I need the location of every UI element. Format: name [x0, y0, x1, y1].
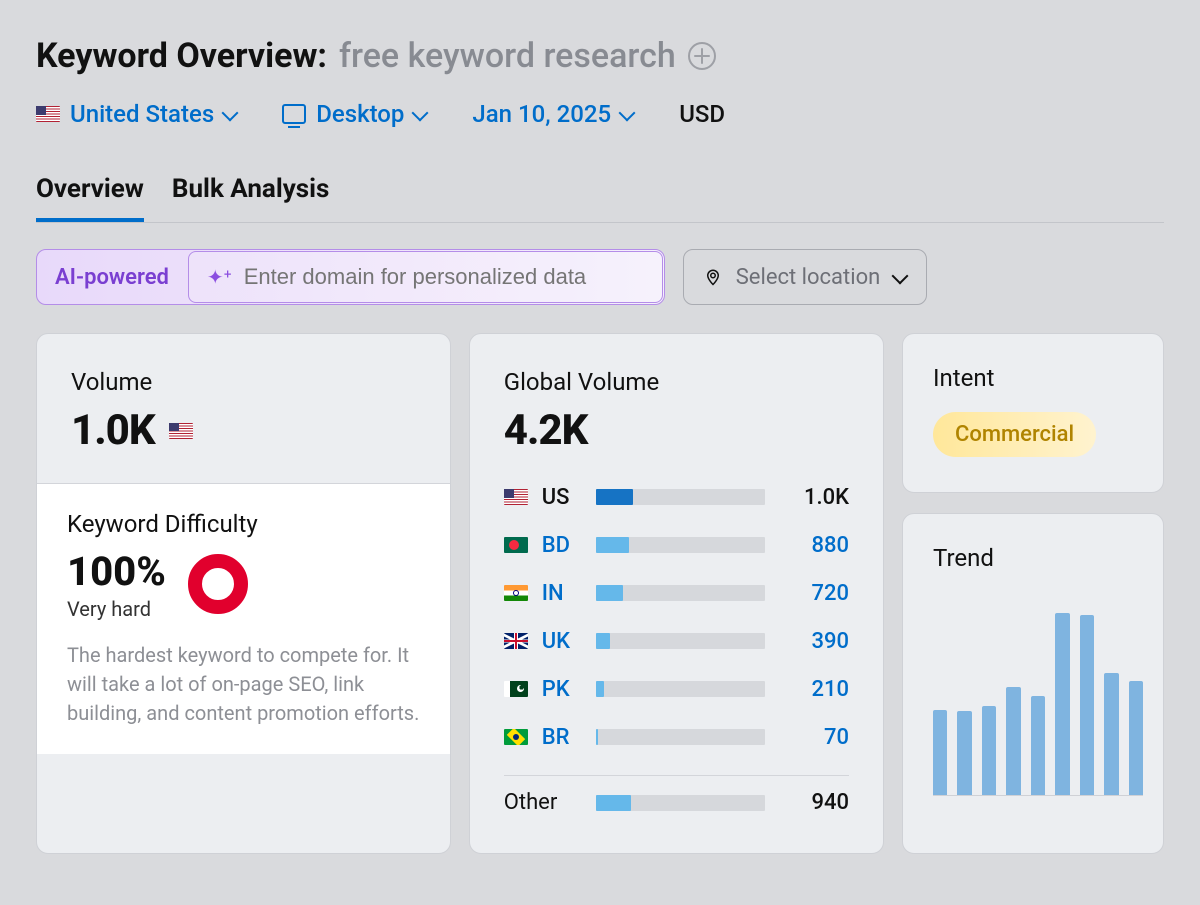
- country-code: BD: [542, 533, 582, 558]
- country-volume: 720: [779, 581, 849, 606]
- trend-bar: [1080, 615, 1094, 796]
- trend-bar: [1031, 696, 1045, 795]
- chevron-down-icon: [222, 104, 239, 121]
- sparkle-icon: ✦⁺: [207, 265, 232, 289]
- tab-bulk-analysis[interactable]: Bulk Analysis: [172, 174, 330, 222]
- other-label: Other: [504, 790, 582, 815]
- global-volume-row[interactable]: BR 70: [504, 713, 849, 761]
- country-filter[interactable]: United States: [36, 100, 236, 128]
- kd-ring-icon: [188, 554, 248, 614]
- location-placeholder: Select location: [736, 265, 881, 290]
- country-volume: 1.0K: [779, 485, 849, 510]
- kd-description: The hardest keyword to compete for. It w…: [67, 641, 420, 728]
- intent-badge: Commercial: [933, 412, 1096, 457]
- volume-value: 1.0K: [71, 406, 155, 455]
- volume-bar: [596, 537, 765, 553]
- country-volume: 880: [779, 533, 849, 558]
- trend-bar: [1104, 673, 1118, 795]
- country-volume: 390: [779, 629, 849, 654]
- uk-flag-icon: [504, 633, 528, 649]
- ai-input-group: AI-powered ✦⁺: [36, 249, 665, 305]
- keyword-text: free keyword research: [339, 36, 676, 76]
- title-prefix: Keyword Overview:: [36, 36, 327, 76]
- trend-bar: [1055, 613, 1069, 795]
- chevron-down-icon: [892, 267, 909, 284]
- country-code: BR: [542, 725, 582, 750]
- global-volume-row[interactable]: BD 880: [504, 521, 849, 569]
- volume-section: Volume 1.0K: [37, 334, 450, 484]
- location-pin-icon: [704, 266, 722, 288]
- device-filter[interactable]: Desktop: [282, 100, 426, 128]
- volume-bar: [596, 633, 765, 649]
- currency-label: USD: [679, 100, 725, 128]
- page-title: Keyword Overview: free keyword research: [36, 36, 1164, 76]
- date-label: Jan 10, 2025: [472, 100, 611, 128]
- us-flag-icon: [504, 489, 528, 505]
- trend-bar: [1129, 681, 1143, 795]
- toolbar: AI-powered ✦⁺ Select location: [36, 249, 1164, 305]
- device-label: Desktop: [316, 100, 404, 128]
- volume-bar: [596, 585, 765, 601]
- divider: [504, 775, 849, 776]
- volume-bar: [596, 681, 765, 697]
- chevron-down-icon: [619, 104, 636, 121]
- trend-bar: [933, 710, 947, 796]
- ai-powered-label: AI-powered: [37, 265, 187, 290]
- country-code: PK: [542, 677, 582, 702]
- global-volume-list: US 1.0K BD 880 IN 720 UK 390 PK 210 BR 70: [504, 473, 849, 761]
- global-volume-card: Global Volume 4.2K US 1.0K BD 880 IN 720 UK 390…: [469, 333, 884, 854]
- tab-overview[interactable]: Overview: [36, 174, 144, 222]
- global-volume-row[interactable]: US 1.0K: [504, 473, 849, 521]
- trend-bar: [982, 706, 996, 795]
- trend-bar: [957, 711, 971, 795]
- trend-bar: [1006, 687, 1020, 795]
- global-volume-row[interactable]: UK 390: [504, 617, 849, 665]
- pk-flag-icon: [504, 681, 528, 697]
- global-volume-row[interactable]: IN 720: [504, 569, 849, 617]
- other-value: 940: [779, 790, 849, 815]
- volume-card: Volume 1.0K Keyword Difficulty 100% Very…: [36, 333, 451, 854]
- global-volume-title: Global Volume: [504, 368, 849, 396]
- country-code: US: [542, 485, 582, 510]
- kd-percent: 100%: [67, 548, 166, 595]
- keyword-difficulty-section: Keyword Difficulty 100% Very hard The ha…: [37, 484, 450, 754]
- filters-row: United States Desktop Jan 10, 2025 USD: [36, 100, 1164, 128]
- add-keyword-button[interactable]: [688, 42, 716, 70]
- global-volume-row[interactable]: PK 210: [504, 665, 849, 713]
- intent-title: Intent: [933, 364, 1133, 392]
- country-code: IN: [542, 581, 582, 606]
- global-volume-value: 4.2K: [504, 406, 849, 455]
- intent-card: Intent Commercial: [902, 333, 1164, 493]
- kd-label: Very hard: [67, 597, 166, 621]
- country-label: United States: [70, 100, 214, 128]
- cards-row: Volume 1.0K Keyword Difficulty 100% Very…: [36, 333, 1164, 854]
- kd-title: Keyword Difficulty: [67, 510, 420, 538]
- country-code: UK: [542, 629, 582, 654]
- side-column: Intent Commercial Trend: [902, 333, 1164, 854]
- country-volume: 210: [779, 677, 849, 702]
- in-flag-icon: [504, 585, 528, 601]
- trend-card: Trend: [902, 513, 1164, 854]
- us-flag-icon: [169, 423, 193, 439]
- tabs: Overview Bulk Analysis: [36, 174, 1164, 223]
- global-volume-other-row: Other 940: [504, 790, 849, 815]
- volume-title: Volume: [71, 368, 416, 396]
- plus-icon: [694, 48, 710, 64]
- volume-bar: [596, 489, 765, 505]
- domain-input[interactable]: [244, 264, 644, 290]
- br-flag-icon: [504, 729, 528, 745]
- us-flag-icon: [36, 106, 60, 122]
- domain-input-wrapper[interactable]: ✦⁺: [188, 251, 663, 303]
- trend-title: Trend: [933, 544, 1143, 572]
- volume-bar: [596, 729, 765, 745]
- desktop-icon: [282, 104, 306, 124]
- country-volume: 70: [779, 725, 849, 750]
- bd-flag-icon: [504, 537, 528, 553]
- location-select[interactable]: Select location: [683, 249, 928, 305]
- trend-chart: [933, 596, 1143, 796]
- chevron-down-icon: [412, 104, 429, 121]
- other-bar: [596, 795, 765, 811]
- date-filter[interactable]: Jan 10, 2025: [472, 100, 633, 128]
